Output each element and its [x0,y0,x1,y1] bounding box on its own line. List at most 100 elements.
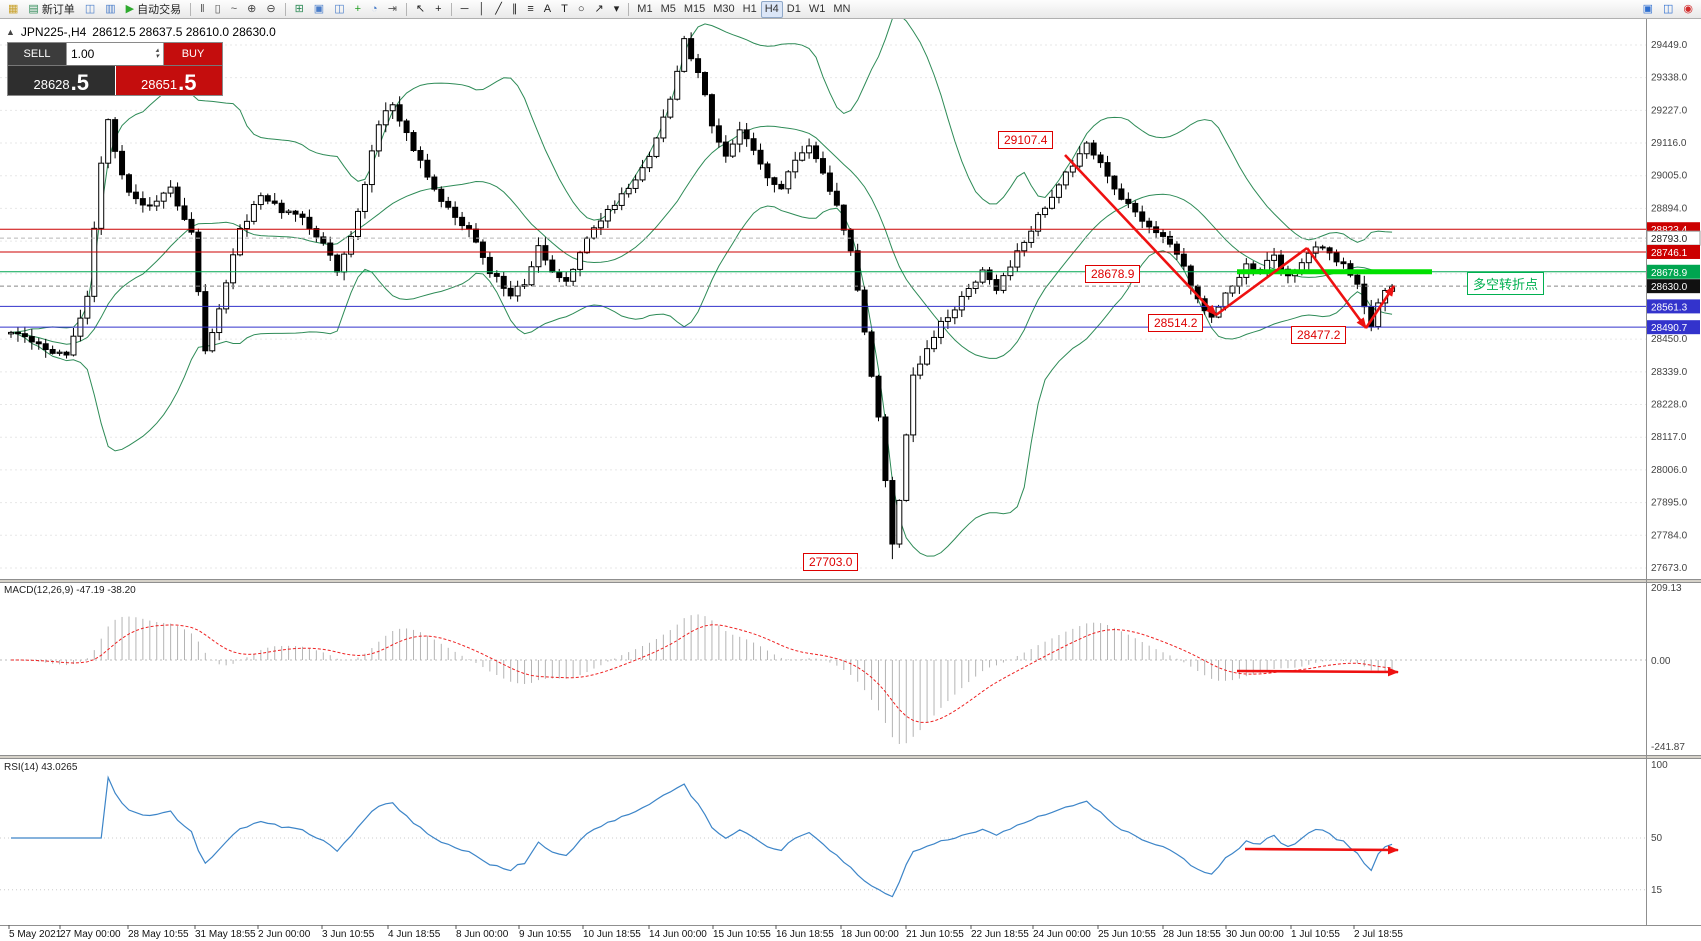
toolbar-tf-h4[interactable]: H4 [760,0,783,18]
toolbar-zoom-in[interactable]: ⊕ [242,1,261,18]
toolbar-terminal-window-2[interactable]: ◫ [1658,1,1678,18]
bollinger-bands [10,19,1393,557]
buy-price[interactable]: 28651.5 [115,66,222,95]
toolbar-text-tool[interactable]: A [539,1,556,18]
price-axis-tag: 28490.7 [1647,320,1700,335]
toolbar-period-clock[interactable]: ◔ [366,1,383,18]
toolbar-new-chart[interactable]: ▦ [3,1,23,18]
svg-text:50: 50 [1651,833,1663,844]
price-annotation[interactable]: 28514.2 [1148,314,1204,332]
svg-text:3 Jun 10:55: 3 Jun 10:55 [322,929,375,940]
svg-text:28117.0: 28117.0 [1651,432,1687,443]
buy-button[interactable]: BUY [164,43,222,65]
toolbar-crosshair[interactable]: + [430,1,446,18]
toolbar-cursor[interactable]: ↖ [411,1,430,18]
tf-m15-label: M15 [683,3,706,15]
price-annotation[interactable]: 28678.9 [1085,265,1141,283]
toolbar-label-tool[interactable]: T [556,1,573,18]
toolbar-vertical-line-tool[interactable]: │ [473,1,490,18]
toolbar-chart-shift[interactable]: ⇥ [383,1,402,18]
toolbar-fibonacci-tool[interactable]: ≡ [522,1,538,18]
volume-up-icon[interactable]: ▴ [155,47,159,54]
sell-button[interactable]: SELL [8,43,66,65]
price-annotation[interactable]: 28477.2 [1291,326,1347,344]
rsi-trend-arrow[interactable] [1244,845,1399,855]
toolbar-separator [450,2,452,16]
svg-text:8 Jun 00:00: 8 Jun 00:00 [456,929,509,940]
toolbar-trendline-tool[interactable]: ╱ [490,1,507,18]
toolbar-separator [190,2,192,16]
trend-arrows[interactable] [1064,154,1396,329]
symbol-timeframe: JPN225-,H4 [20,25,87,39]
toolbar-separator [405,2,407,16]
price-axis-tag: 28793.0 [1646,230,1701,246]
toolbar-horizontal-line-tool[interactable]: ─ [456,1,474,18]
svg-text:2 Jun 00:00: 2 Jun 00:00 [258,929,311,940]
toolbar-tile-windows[interactable]: ⊞ [290,1,309,18]
svg-text:5 May 2021: 5 May 2021 [9,929,62,940]
svg-text:27895.0: 27895.0 [1651,498,1688,509]
macd-trend-arrow[interactable] [1236,667,1399,677]
toolbar-new-order[interactable]: ▤ 新订单 [23,1,79,18]
toolbar-help[interactable]: ◉ [1678,1,1698,18]
ohlc-values: 28612.5 28637.5 28610.0 28630.0 [92,25,276,39]
toolbar-group-draw-tools: ─ │ ╱ ∥ ≡ A T ○ ↗ ▾ [456,1,625,18]
toolbar-profiles[interactable]: ▥ [100,1,120,18]
toolbar-auto-trading[interactable]: ▶ 自动交易 [121,1,186,18]
toolbar-tf-m30[interactable]: M30 [709,1,738,18]
toolbar-chart-windows[interactable]: ◫ [80,1,100,18]
toolbar-terminal-window-1[interactable]: ▣ [1638,1,1658,18]
toolbar-zoom-out[interactable]: ⊖ [261,1,280,18]
toolbar: ▦ ▤ 新订单 ◫ ▥ ▶ 自动交易 ‖ ▯ ~ ⊕ ⊖ ⊞ ▣ ◫ + ◔ ⇥ ↖ + ─ │ ╱ ∥ ≡ A T ○ ↗ ▾ M1 M5 M… [0,0,1701,19]
toolbar-channel-tool[interactable]: ∥ [507,1,523,18]
toolbar-tf-w1[interactable]: W1 [805,1,830,18]
volume-field[interactable]: 1.00 ▴ ▾ [66,43,164,65]
svg-text:2 Jul 18:55: 2 Jul 18:55 [1354,929,1403,940]
svg-text:15: 15 [1651,885,1663,896]
toolbar-group-windows: ⊞ ▣ ◫ + ◔ ⇥ [290,1,402,18]
svg-text:25 Jun 10:55: 25 Jun 10:55 [1098,929,1156,940]
terminal-window-1-icon: ▣ [1642,2,1653,15]
toolbar-tf-m15[interactable]: M15 [680,1,709,18]
svg-text:28678.9: 28678.9 [1651,268,1688,279]
price-axis-tag: 28678.9 [1647,264,1700,279]
note-annotation[interactable]: 多空转折点 [1467,272,1545,295]
volume-down-icon[interactable]: ▾ [155,53,159,60]
toolbar-tf-h1[interactable]: H1 [739,1,761,18]
toolbar-shapes-tool[interactable]: ○ [573,1,590,18]
sell-price-main: 28628 [33,77,70,92]
one-click-trading-panel: SELL 1.00 ▴ ▾ BUY 28628.5 28651.5 [8,43,222,95]
toolbar-tf-m5[interactable]: M5 [657,1,680,18]
chart-shift-icon: ⇥ [387,2,397,15]
toolbar-bar-chart-mode[interactable]: ‖ [195,1,210,18]
rsi-label: RSI(14) 43.0265 [4,762,78,773]
toolbar-tf-m1[interactable]: M1 [633,1,656,18]
price-annotation[interactable]: 29107.4 [998,131,1054,149]
chart-canvas[interactable]: 29449.0 29338.0 29227.0 29116.0 29005.0 28894… [0,19,1701,941]
panel-separators[interactable] [0,19,1701,926]
toolbar-line-chart-mode[interactable]: ~ [226,1,242,18]
sell-price[interactable]: 28628.5 [8,66,116,95]
svg-text:27 May 00:00: 27 May 00:00 [60,929,121,940]
toolbar-objects-dropdown[interactable]: ▾ [609,1,625,18]
horizontal-level-lines[interactable] [0,228,1646,328]
chart-windows-icon: ◫ [84,2,96,15]
toolbar-candlestick-mode[interactable]: ▯ [210,1,226,18]
svg-text:28450.0: 28450.0 [1651,334,1688,345]
svg-text:15 Jun 10:55: 15 Jun 10:55 [713,929,771,940]
svg-text:28561.3: 28561.3 [1651,302,1688,313]
svg-text:28 Jun 18:55: 28 Jun 18:55 [1163,929,1221,940]
toolbar-arrange-windows[interactable]: ◫ [329,1,349,18]
toolbar-group-file: ▦ ▤ 新订单 ◫ ▥ ▶ 自动交易 [3,1,186,18]
toolbar-group-cursor-tools: ↖ + [411,1,447,18]
price-annotation[interactable]: 27703.0 [803,553,859,571]
toolbar-arrows-tool[interactable]: ↗ [590,1,609,18]
svg-text:22 Jun 18:55: 22 Jun 18:55 [971,929,1029,940]
toolbar-cascade-windows[interactable]: ▣ [309,1,329,18]
volume-spinner[interactable]: ▴ ▾ [155,47,159,60]
svg-text:29005.0: 29005.0 [1651,171,1688,182]
shapes-tool-icon: ○ [577,2,585,15]
toolbar-tf-d1[interactable]: D1 [783,1,805,18]
toolbar-tf-mn[interactable]: MN [829,1,854,18]
toolbar-add-indicator[interactable]: + [350,1,366,18]
